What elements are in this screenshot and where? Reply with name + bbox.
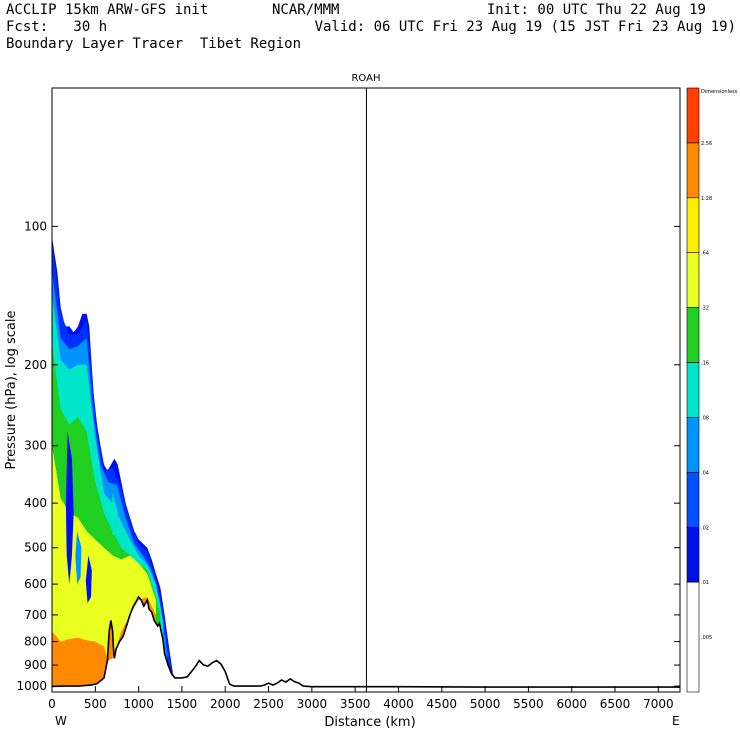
y-tick-label: 800: [24, 635, 47, 649]
tracer-streak-0: [65, 431, 74, 585]
tracer-band-5: [52, 596, 156, 687]
terrain-line: [52, 595, 680, 688]
tracer-streak-3: [111, 492, 118, 536]
plot-frame: [51, 87, 681, 693]
tracer-band-4: [52, 445, 156, 687]
y-axis-label: Pressure (hPa), log scale: [4, 311, 19, 470]
colorbar-label: .64: [701, 251, 709, 257]
model-title: ACCLIP 15km ARW-GFS init: [6, 2, 209, 18]
x-tick-label: 5500: [513, 697, 544, 711]
colorbar-label: .04: [701, 470, 709, 476]
colorbar-label: .16: [701, 361, 709, 367]
y-tick-label: 300: [24, 439, 47, 453]
x-tick-label: 6000: [556, 697, 587, 711]
x-tick-label: 1500: [167, 697, 198, 711]
x-tick-label: 2000: [210, 697, 241, 711]
x-tick-label: 1000: [123, 697, 154, 711]
colorbar-segment: [686, 307, 700, 363]
x-tick-label: 0: [48, 697, 56, 711]
y-tick-label: 600: [24, 577, 47, 591]
colorbar-segment: [686, 581, 700, 693]
tracer-streak-2: [75, 531, 82, 585]
y-tick-label: 500: [24, 541, 47, 555]
colorbar-label: .32: [701, 306, 709, 312]
y-tick-label: 900: [24, 658, 47, 672]
tracer-streak-1: [85, 555, 92, 604]
y-tick-label: 700: [24, 608, 47, 622]
colorbar-segment: [686, 252, 700, 308]
west-label: W: [55, 714, 67, 728]
colorbar-segment: [686, 87, 700, 144]
x-axis-label: Distance (km): [324, 715, 415, 730]
valid-time: Valid: 06 UTC Fri 23 Aug 19 (15 JST Fri …: [314, 19, 736, 35]
x-tick-label: 2500: [253, 697, 284, 711]
colorbar-segment: [686, 417, 700, 473]
colorbar-label: 2.56: [701, 141, 712, 147]
x-tick-label: 5000: [470, 697, 501, 711]
colorbar: Dimensionless 2.56 1.28 .64 .32 .16 .08 .04 .02.…: [686, 87, 738, 693]
init-time: Init: 00 UTC Thu 22 Aug 19: [486, 2, 706, 18]
x-tick-label: 6500: [600, 697, 631, 711]
colorbar-label: .01: [701, 580, 709, 586]
colorbar-label: .005: [701, 635, 712, 641]
colorbar-segment: [686, 362, 700, 418]
x-tick-label: 500: [84, 697, 107, 711]
colorbar-label: Dimensionless: [701, 89, 738, 95]
y-tick-label: 200: [24, 358, 47, 372]
y-tick-label: 1000: [16, 679, 47, 693]
colorbar-segment: [686, 526, 700, 583]
colorbar-segment: [686, 197, 700, 254]
x-tick-label: 4500: [427, 697, 458, 711]
colorbar-segment: [686, 472, 700, 528]
x-tick-label: 3000: [297, 697, 328, 711]
chart-title: ROAH: [351, 73, 380, 84]
y-tick-label: 100: [24, 219, 47, 233]
colorbar-label: .08: [701, 415, 709, 421]
x-tick-label: 3500: [340, 697, 371, 711]
forecast-hour: Fcst: 30 h: [6, 19, 108, 35]
y-tick-label: 400: [24, 496, 47, 510]
east-label: E: [672, 714, 680, 728]
x-tick-label: 7000: [643, 697, 674, 711]
colorbar-label: 1.28: [701, 196, 712, 202]
colorbar-label: .02: [701, 525, 709, 531]
org-label: NCAR/MMM: [272, 2, 340, 18]
colorbar-segment: [686, 142, 700, 199]
product-title: Boundary Layer Tracer Tibet Region: [6, 36, 302, 52]
x-tick-label: 4000: [383, 697, 414, 711]
